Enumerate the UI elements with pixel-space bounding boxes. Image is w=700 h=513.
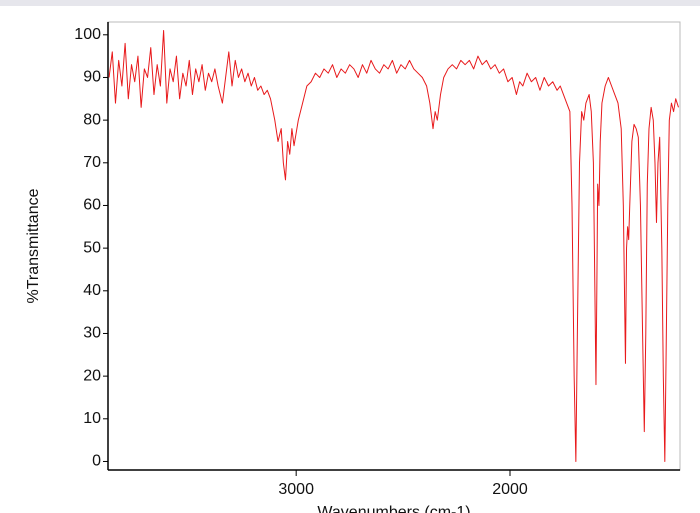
y-tick-label: 0 [92,453,101,470]
y-tick-label: 20 [83,367,101,384]
y-axis-label: %Transmittance [25,188,42,303]
y-tick-label: 70 [83,154,101,171]
x-tick-label: 2000 [492,481,528,498]
y-tick-label: 60 [83,197,101,214]
y-tick-label: 40 [83,282,101,299]
y-tick-label: 90 [83,69,101,86]
x-tick-label: 3000 [278,481,314,498]
y-tick-label: 50 [83,239,101,256]
x-axis-label: Wavenumbers (cm-1) [317,504,470,513]
y-tick-label: 80 [83,111,101,128]
y-tick-label: 10 [83,410,101,427]
y-tick-label: 100 [74,26,101,43]
y-tick-label: 30 [83,325,101,342]
spectrum-line [108,30,679,462]
window-edge [0,0,700,6]
